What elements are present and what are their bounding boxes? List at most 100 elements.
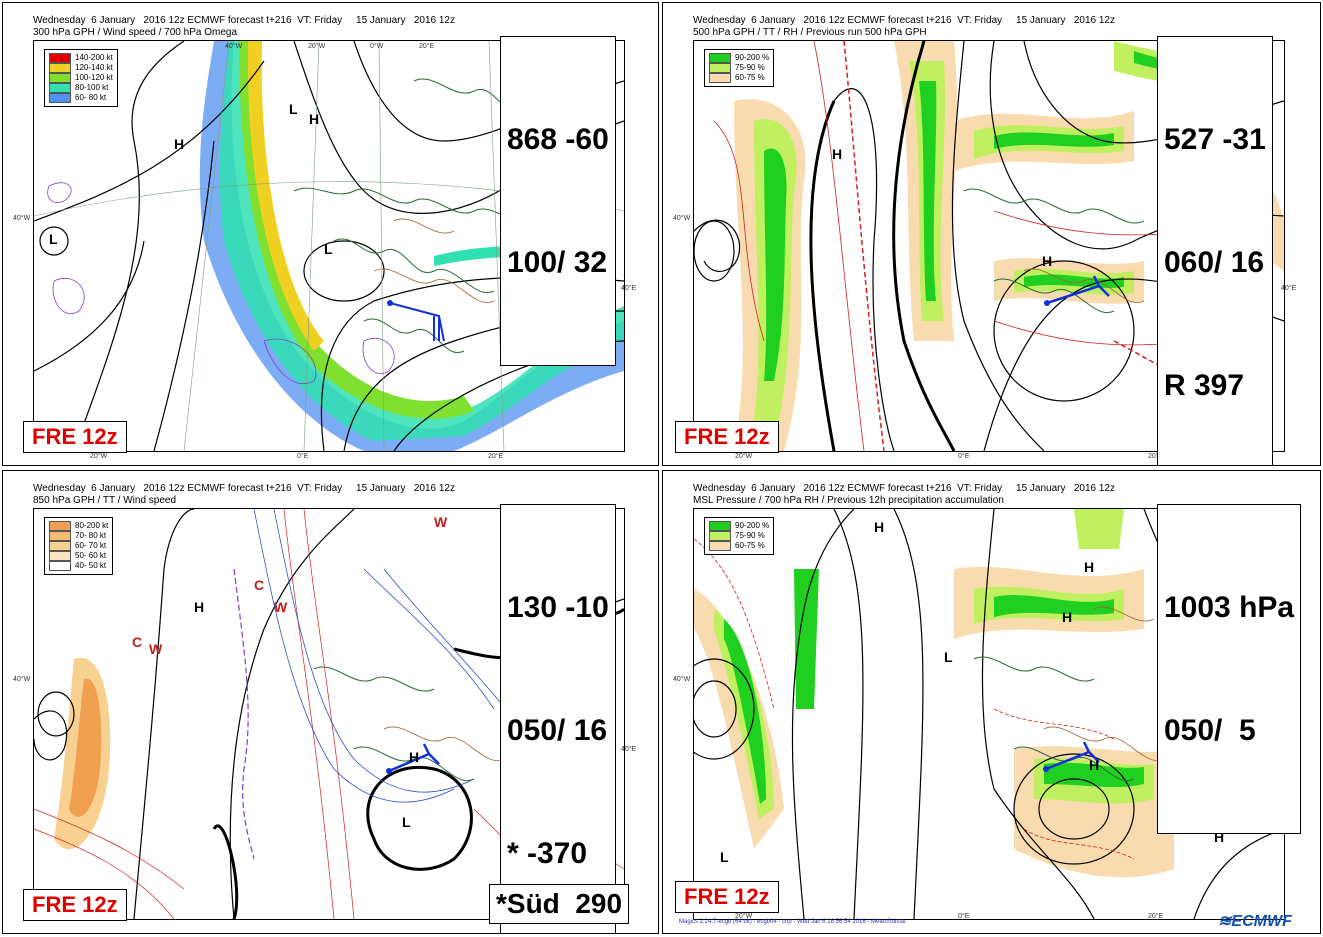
map-graphic xyxy=(694,41,1284,451)
legend-row: 60- 80 kt xyxy=(49,93,113,103)
run-label: FRE 12z xyxy=(675,421,779,453)
legend-label: 90-200 % xyxy=(735,53,770,62)
high-symbol: H xyxy=(194,599,205,615)
panel-300hpa: Wednesday 6 January 2016 12z ECMWF forec… xyxy=(2,2,659,466)
legend-label: 140-200 kt xyxy=(75,53,113,62)
panel-title: Wednesday 6 January 2016 12z ECMWF forec… xyxy=(33,15,455,38)
legend-label: 80-100 kt xyxy=(75,83,109,92)
high-symbol: H xyxy=(1084,559,1095,575)
legend-row: 60-75 % xyxy=(709,73,769,83)
wind-shading-max xyxy=(69,678,102,817)
coord-label: 20°E xyxy=(1148,913,1164,920)
legend-swatch xyxy=(49,83,71,93)
high-symbol: H xyxy=(409,749,420,765)
legend-swatch xyxy=(49,561,71,571)
legend: 140-200 kt 120-140 kt 100-120 kt 80-100 … xyxy=(44,49,118,107)
high-symbol: H xyxy=(1042,253,1053,269)
high-symbol: H xyxy=(1062,609,1073,625)
legend-swatch xyxy=(49,53,71,63)
panel-title: Wednesday 6 January 2016 12z ECMWF forec… xyxy=(33,483,455,506)
coord-label: 0°E xyxy=(958,913,970,920)
coord-label: 20°E xyxy=(419,43,435,50)
legend-row: 75-90 % xyxy=(709,63,769,73)
panel-title: Wednesday 6 January 2016 12z ECMWF forec… xyxy=(693,15,1115,38)
legend-row: 120-140 kt xyxy=(49,63,113,73)
high-symbol: H xyxy=(1214,829,1225,845)
logo-icon: ≋ xyxy=(1218,913,1232,930)
panel-title: Wednesday 6 January 2016 12z ECMWF forec… xyxy=(693,483,1115,506)
coord-label: 40°W xyxy=(13,676,31,683)
info-line: 050/ 16 xyxy=(507,714,608,747)
legend-swatch xyxy=(709,541,731,551)
legend-label: 60- 70 kt xyxy=(75,541,107,550)
station-infobox: 868 -60 100/ 32 xyxy=(500,36,616,366)
run-label: FRE 12z xyxy=(23,421,127,453)
high-symbol: H xyxy=(174,136,185,152)
coord-label: 40°E xyxy=(1281,285,1297,292)
info-line: 100/ 32 xyxy=(507,246,608,279)
legend-swatch xyxy=(709,531,731,541)
cold-symbol: C xyxy=(132,634,143,650)
warm-symbol: W xyxy=(434,514,448,530)
coord-label: 40°W xyxy=(673,215,691,222)
panel-msl: Wednesday 6 January 2016 12z ECMWF forec… xyxy=(662,470,1321,934)
info-line: R 397 xyxy=(1164,369,1245,402)
panel-850hpa: Wednesday 6 January 2016 12z ECMWF forec… xyxy=(2,470,659,934)
legend: 90-200 % 75-90 % 60-75 % xyxy=(704,517,775,555)
logo-text: ECMWF xyxy=(1231,913,1292,930)
panel-500hpa: Wednesday 6 January 2016 12z ECMWF forec… xyxy=(662,2,1321,466)
low-symbol: L xyxy=(49,231,58,247)
run-label: FRE 12z xyxy=(675,881,779,913)
legend-label: 50- 60 kt xyxy=(75,551,107,560)
legend-label: 60-75 % xyxy=(735,541,765,550)
legend-swatch xyxy=(49,521,71,531)
legend-row: 90-200 % xyxy=(709,53,769,63)
legend-swatch xyxy=(49,93,71,103)
coord-label: 0°W xyxy=(370,43,384,50)
legend-label: 60-75 % xyxy=(735,73,765,82)
station-infobox: 1003 hPa 050/ 5 xyxy=(1157,504,1302,834)
coord-label: 20°E xyxy=(1148,453,1164,460)
station-infobox-secondary: *Süd 290 xyxy=(489,884,630,924)
info-line: 527 -31 xyxy=(1164,123,1266,156)
coord-label: 20°W xyxy=(735,913,753,920)
legend-swatch xyxy=(709,53,731,63)
legend-row: 50- 60 kt xyxy=(49,551,108,561)
legend-row: 80-200 kt xyxy=(49,521,108,531)
ecmwf-logo: ≋ECMWF xyxy=(1218,911,1292,931)
warm-symbol: W xyxy=(149,641,163,657)
high-symbol: H xyxy=(874,519,885,535)
legend-row: 70- 80 kt xyxy=(49,531,108,541)
coord-label: 40°E xyxy=(621,746,637,753)
legend-label: 40- 50 kt xyxy=(75,561,107,570)
legend-swatch xyxy=(49,73,71,83)
high-symbol: H xyxy=(309,111,320,127)
warm-symbol: W xyxy=(274,599,288,615)
low-symbol: L xyxy=(720,849,729,865)
info-line: 060/ 16 xyxy=(1164,246,1265,279)
legend-label: 80-200 kt xyxy=(75,521,109,530)
legend: 90-200 % 75-90 % 60-75 % xyxy=(704,49,775,87)
legend-swatch xyxy=(709,73,731,83)
coord-label: 40°W xyxy=(225,43,243,50)
coord-label: 40°W xyxy=(673,676,691,683)
legend-swatch xyxy=(49,531,71,541)
low-symbol: L xyxy=(289,101,298,117)
legend: 80-200 kt 70- 80 kt 60- 70 kt 50- 60 kt … xyxy=(44,517,114,575)
run-label: FRE 12z xyxy=(23,889,127,921)
legend-row: 75-90 % xyxy=(709,531,769,541)
legend-row: 80-100 kt xyxy=(49,83,113,93)
legend-swatch xyxy=(49,541,71,551)
legend-swatch xyxy=(709,521,731,531)
legend-row: 60-75 % xyxy=(709,541,769,551)
info-line: 130 -10 xyxy=(507,591,609,624)
legend-label: 100-120 kt xyxy=(75,73,113,82)
legend-label: 90-200 % xyxy=(735,521,770,530)
coord-label: 20°W xyxy=(90,453,108,460)
info-line: 1003 hPa xyxy=(1164,591,1295,624)
legend-row: 140-200 kt xyxy=(49,53,113,63)
legend-label: 75-90 % xyxy=(735,531,765,540)
legend-row: 40- 50 kt xyxy=(49,561,108,571)
legend-row: 60- 70 kt xyxy=(49,541,108,551)
legend-label: 70- 80 kt xyxy=(75,531,107,540)
